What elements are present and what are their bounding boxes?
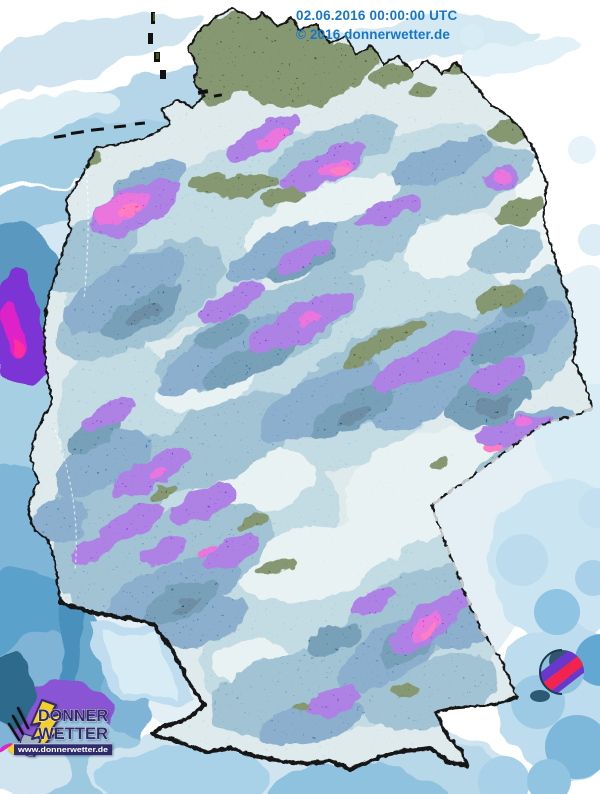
logo-line2: WETTER xyxy=(38,724,108,743)
donnerwetter-logo[interactable]: DONNER WETTER www.donnerwetter.de xyxy=(2,696,114,760)
logo-banner xyxy=(14,743,112,755)
map-header: 02.06.2016 00:00:00 UTC © 2016 donnerwet… xyxy=(296,6,457,44)
banner-notch xyxy=(7,743,14,755)
copyright-label: © 2016 donnerwetter.de xyxy=(296,27,450,42)
coastal-islands xyxy=(53,12,223,139)
logo-url[interactable]: www.donnerwetter.de xyxy=(17,747,108,754)
germany-border xyxy=(27,7,593,771)
storm-cell xyxy=(530,649,584,702)
state-border-lines xyxy=(54,167,89,571)
logo-line1: DONNER xyxy=(38,706,108,725)
speed-lines-icon xyxy=(7,706,30,742)
radar-edge-dots xyxy=(460,24,600,794)
timestamp-label: 02.06.2016 00:00:00 UTC xyxy=(296,8,458,23)
lightning-bolt-icon xyxy=(30,699,63,757)
logo-graphic: DONNER WETTER www.donnerwetter.de xyxy=(7,699,112,757)
